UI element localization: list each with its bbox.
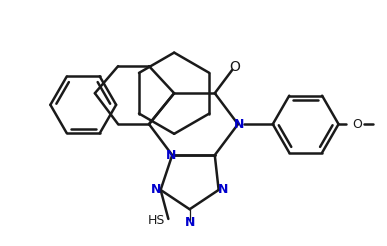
Text: N: N xyxy=(218,184,228,196)
Text: N: N xyxy=(234,118,244,131)
Text: N: N xyxy=(166,149,176,162)
Text: HS: HS xyxy=(148,214,165,227)
Text: N: N xyxy=(151,184,161,196)
Text: O: O xyxy=(229,60,240,74)
Text: O: O xyxy=(352,118,362,131)
Text: N: N xyxy=(185,216,195,229)
